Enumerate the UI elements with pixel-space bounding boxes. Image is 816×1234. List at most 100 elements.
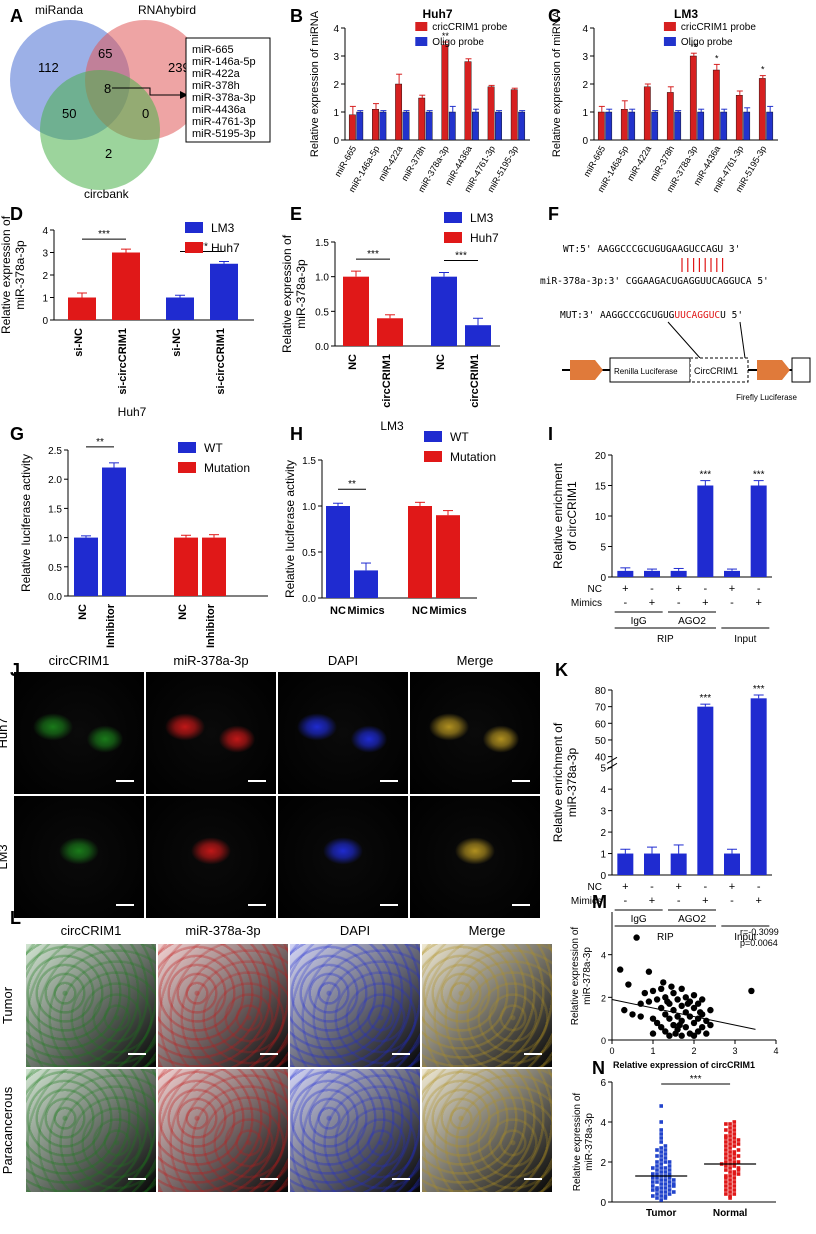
bar — [441, 44, 449, 141]
bar — [464, 61, 472, 141]
y-tick-label: 2.5 — [48, 446, 62, 457]
dot — [655, 1176, 659, 1180]
mimics-sign: - — [730, 597, 734, 609]
scatter-point — [699, 996, 706, 1003]
dot — [728, 1178, 732, 1182]
mirna-list-item: miR-5195-3p — [192, 128, 256, 140]
panel-label-g: G — [10, 424, 24, 444]
firefly-box — [791, 357, 811, 383]
dot — [667, 1184, 672, 1188]
dot — [724, 1156, 728, 1160]
venn-arrow — [112, 87, 180, 96]
dot — [728, 1126, 732, 1130]
scale-bar — [260, 1053, 278, 1055]
group-label-rip: RIP — [657, 634, 674, 645]
mimics-sign: + — [702, 895, 708, 907]
bar — [402, 111, 410, 141]
micrograph-tile — [410, 672, 540, 794]
bar — [720, 111, 728, 141]
dot — [732, 1170, 737, 1174]
scale-bar — [380, 904, 398, 906]
dot — [724, 1140, 728, 1144]
scatter-point — [674, 1013, 681, 1020]
micro-l-labels: circCRIM1 miR-378a-3p DAPI Merge Tumor Paraca… — [0, 923, 505, 1174]
micro-j-labels: circCRIM1 miR-378a-3p DAPI Merge Huh7 LM3 — [0, 653, 493, 870]
dot — [655, 1186, 659, 1190]
dot — [651, 1180, 655, 1184]
dot — [736, 1142, 741, 1146]
significance-mark: *** — [699, 470, 711, 481]
bar — [425, 111, 433, 141]
y-tick-label: 50 — [595, 736, 607, 747]
y-axis-label: miR-378a-3p — [565, 747, 579, 817]
x-tick-label: NC — [77, 604, 89, 620]
y-tick-label: 4 — [601, 951, 606, 961]
dot — [667, 1164, 672, 1168]
x-tick-label: si-NC — [73, 328, 85, 357]
bar — [617, 570, 634, 577]
venn-count-23: 0 — [142, 106, 149, 121]
scatter-point — [649, 1030, 657, 1037]
significance-mark: ** — [690, 42, 698, 52]
y-axis-label: Relative enrichment — [551, 462, 565, 569]
y-tick-label: 1.5 — [302, 456, 316, 467]
bar — [724, 570, 740, 577]
dot — [663, 1194, 668, 1198]
legend-label: WT — [450, 430, 469, 444]
y-tick-label: 6 — [600, 1078, 606, 1089]
dot — [659, 1198, 663, 1202]
dot — [667, 1160, 672, 1164]
dot — [732, 1144, 737, 1148]
dot — [663, 1152, 668, 1156]
x-tick-label: 4 — [773, 1046, 778, 1056]
seq-connector-right — [739, 321, 746, 359]
y-tick-label: 15 — [595, 482, 607, 493]
y-tick-label: 1.0 — [48, 534, 62, 545]
row-label-mimics: Mimics — [571, 598, 602, 609]
chart-title: LM3 — [380, 419, 404, 433]
dot — [724, 1164, 728, 1168]
legend-label: LM3 — [211, 221, 235, 235]
mimics-sign: - — [677, 597, 681, 609]
dot — [728, 1170, 732, 1174]
micrograph-tile — [14, 672, 144, 794]
renilla-label: Renilla Luciferase — [614, 367, 678, 376]
legend-label: cricCRIM1 probe — [681, 22, 756, 33]
scatter-point — [666, 1032, 673, 1039]
nc-sign: + — [622, 881, 628, 893]
seq-mut-suffix: U 5' — [720, 310, 743, 321]
scale-bar — [524, 1053, 542, 1055]
column-label: miR-378a-3p — [185, 923, 260, 938]
x-tick-label: NC — [435, 354, 447, 370]
y-tick-label: 80 — [595, 686, 607, 697]
mimics-sign: - — [677, 895, 681, 907]
venn-label-set1: miRanda — [35, 3, 83, 17]
scatter-point — [662, 1028, 669, 1035]
chart-g: 0.0 0.5 1.0 1.5 2.0 2.5 Huh7 Relative luciferas… — [19, 405, 268, 648]
bar — [712, 69, 720, 141]
bar — [766, 111, 774, 141]
bar — [202, 537, 226, 596]
row-label: Paracancerous — [0, 1086, 15, 1174]
fit-line — [611, 998, 756, 1030]
bar — [617, 853, 634, 875]
bar — [750, 485, 767, 577]
venn-label-set3: circbank — [84, 187, 130, 201]
x-tick-label: Normal — [713, 1208, 748, 1219]
panel-label-k: K — [555, 660, 568, 680]
bar — [651, 111, 659, 141]
chart-title: LM3 — [674, 7, 698, 21]
mirna-list-item: miR-4436a — [192, 104, 247, 116]
y-tick-label: 0 — [601, 1036, 606, 1046]
dot — [736, 1166, 741, 1170]
scatter-point — [682, 1009, 689, 1016]
micrograph-tile — [278, 796, 408, 918]
dot — [659, 1150, 663, 1154]
scatter-point — [625, 981, 632, 988]
scatter-point — [664, 998, 671, 1005]
y-axis-label: Relative expression of — [572, 1093, 583, 1192]
chart-i: 0 5 10 15 20 Relative enrichment of circCRIM1 +… — [551, 451, 772, 645]
legend-label: WT — [204, 441, 223, 455]
dot — [728, 1186, 732, 1190]
dot — [732, 1180, 737, 1184]
